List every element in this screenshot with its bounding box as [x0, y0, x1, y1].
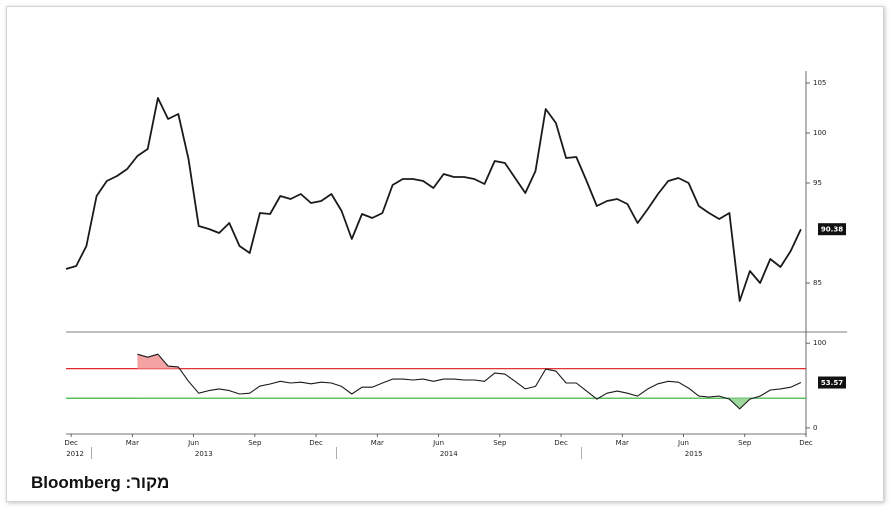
line: [65, 97, 802, 302]
x-tick-label: Dec: [309, 439, 323, 447]
chart: 85 95 100 105 90.38 0 100 53.57 Dec Mar Jun Sep Dec M…: [64, 71, 847, 459]
x-tick-label: Mar: [616, 439, 629, 447]
x-tick-label: Dec: [554, 439, 568, 447]
x-tick-label: Jun: [677, 439, 689, 447]
last-value-label: 90.38: [821, 226, 843, 234]
source: מקור: Bloomberg: [31, 473, 170, 492]
threshold-fill: [137, 354, 801, 369]
last-value-box: [818, 223, 846, 236]
x-tick-label: Jun: [432, 439, 444, 447]
y-tick-label: 100: [813, 129, 826, 137]
last-value-box: [818, 376, 846, 389]
x-tick-label: Sep: [493, 439, 507, 447]
last-value-label: 53.57: [821, 379, 843, 387]
year-label: 2014: [440, 450, 458, 458]
y-tick-label: 105: [813, 79, 826, 87]
x-tick-label: Sep: [738, 439, 752, 447]
year-label: 2013: [195, 450, 213, 458]
year-label: 2015: [685, 450, 703, 458]
x-tick-label: Mar: [371, 439, 384, 447]
x-tick-label: Dec: [799, 439, 813, 447]
y-tick-label: 95: [813, 179, 822, 187]
x-tick-label: Dec: [64, 439, 78, 447]
threshold-fill: [595, 398, 753, 409]
line: [137, 353, 802, 410]
year-label: 2012: [66, 450, 84, 458]
y-tick-label: 0: [813, 424, 817, 432]
y-tick-label: 100: [813, 339, 826, 347]
x-tick-label: Jun: [187, 439, 199, 447]
x-tick-label: Mar: [126, 439, 139, 447]
x-tick-label: Sep: [248, 439, 262, 447]
y-tick-label: 85: [813, 279, 822, 287]
frame: 85 95 100 105 90.38 0 100 53.57 Dec Mar Jun Sep Dec M…: [6, 6, 884, 502]
